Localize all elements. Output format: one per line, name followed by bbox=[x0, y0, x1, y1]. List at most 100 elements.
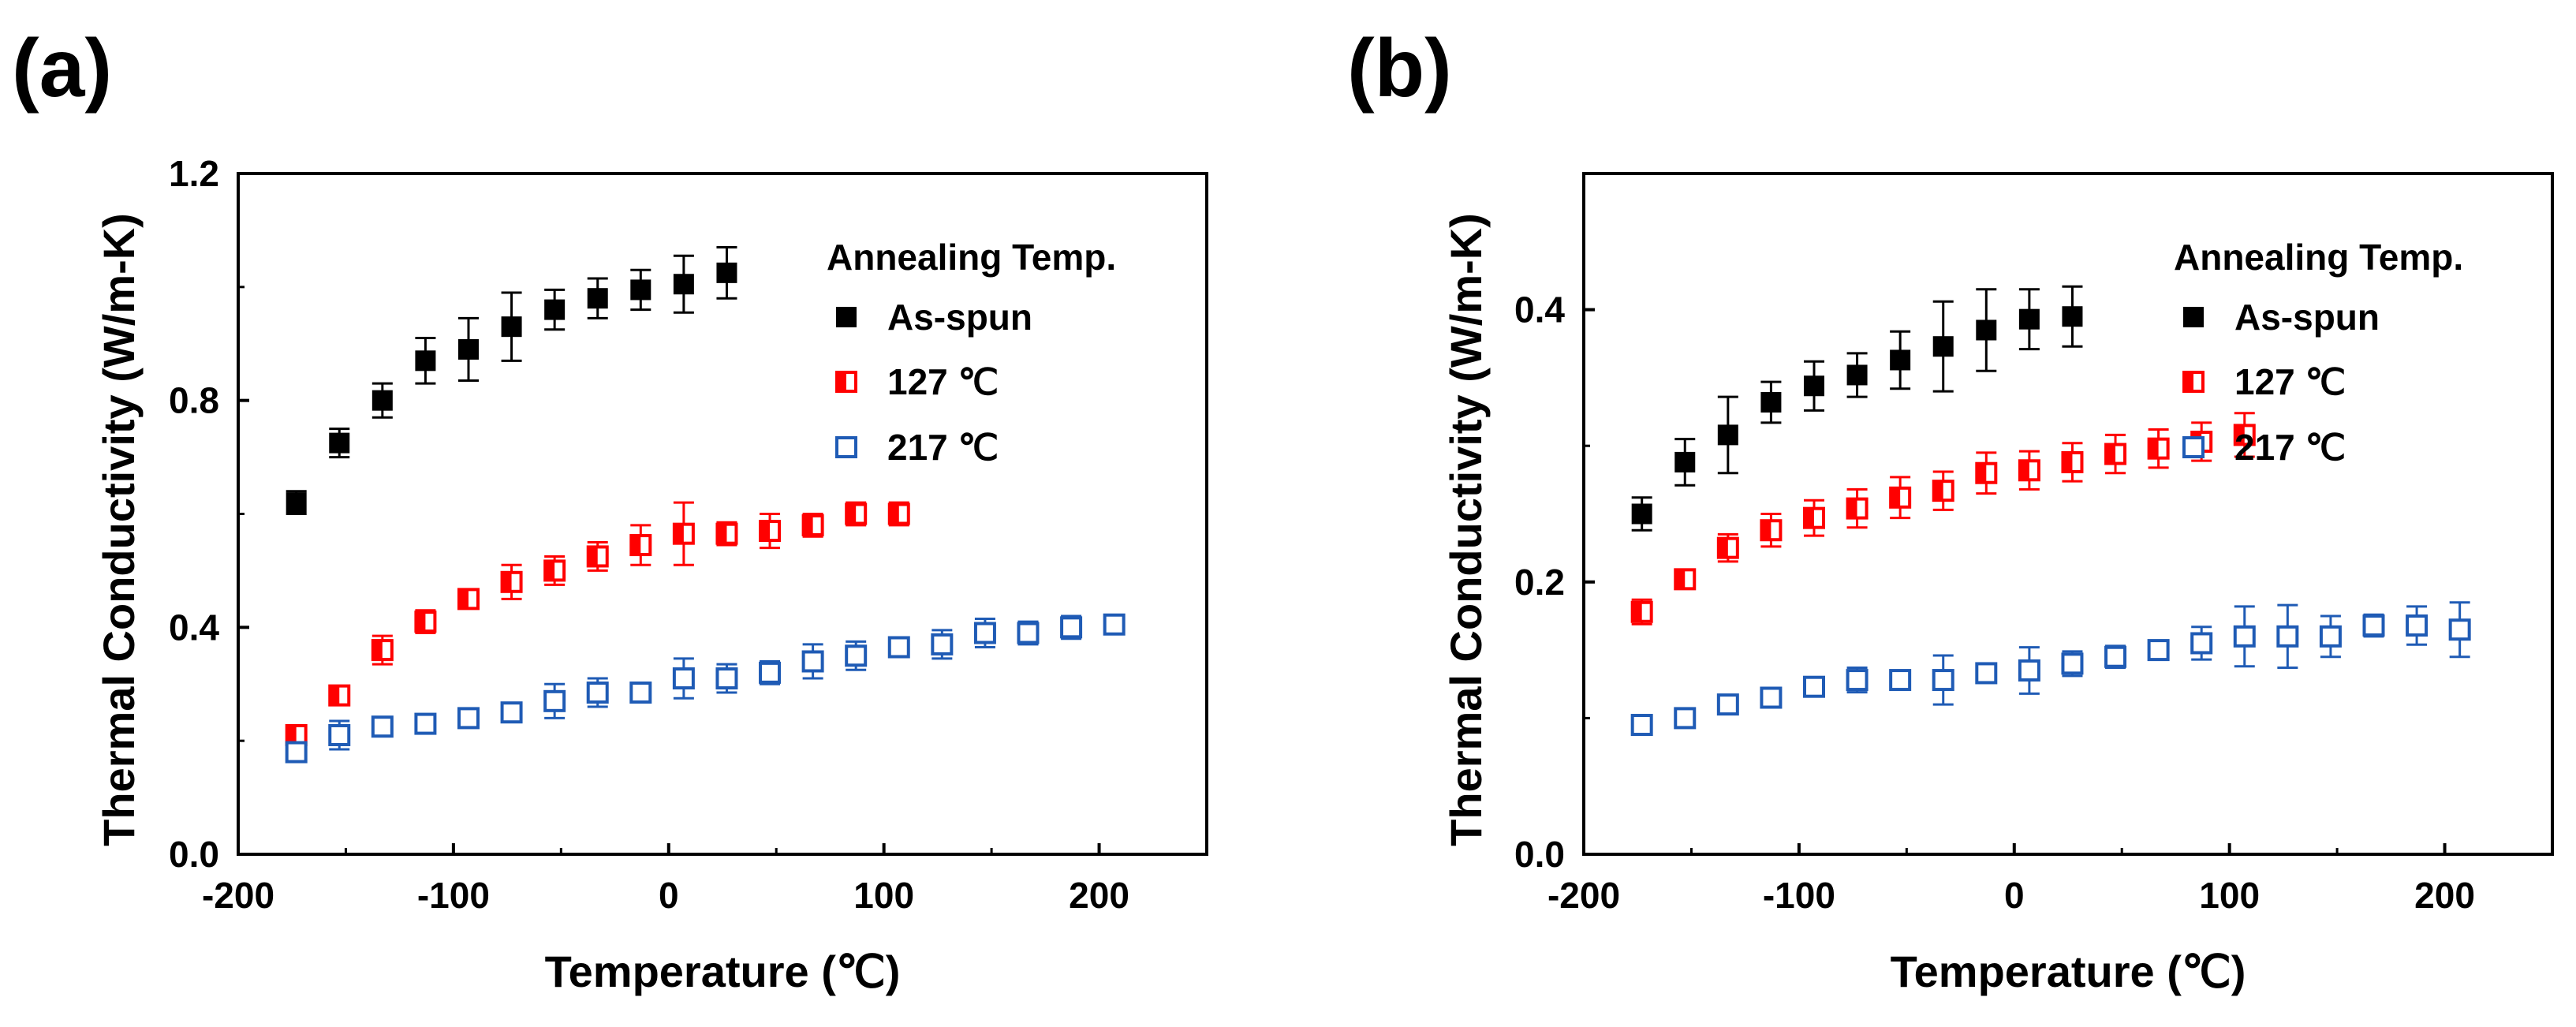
marker bbox=[2319, 625, 2342, 648]
data-point bbox=[543, 682, 566, 719]
marker-square bbox=[1631, 503, 1652, 525]
marker bbox=[457, 707, 480, 730]
data-point bbox=[759, 659, 782, 685]
data-point bbox=[1932, 470, 1954, 511]
data-point bbox=[543, 555, 566, 586]
data-point bbox=[501, 291, 522, 362]
data-point bbox=[1674, 707, 1697, 730]
y-tick-label: 1.2 bbox=[169, 153, 219, 194]
data-point bbox=[587, 277, 608, 319]
marker-square-open bbox=[1760, 686, 1783, 709]
marker bbox=[1760, 391, 1782, 413]
marker-square-half-fill bbox=[330, 685, 340, 705]
marker bbox=[500, 570, 523, 593]
marker-square-half-fill bbox=[416, 612, 426, 632]
data-point bbox=[2147, 428, 2170, 469]
marker-square-open bbox=[1889, 669, 1912, 692]
marker-square-half-fill bbox=[1761, 521, 1771, 540]
data-point bbox=[500, 701, 523, 724]
marker bbox=[673, 274, 694, 295]
data-point bbox=[1890, 330, 1911, 390]
marker bbox=[371, 715, 394, 738]
data-point bbox=[2276, 603, 2299, 670]
marker bbox=[759, 661, 782, 684]
data-point bbox=[2104, 433, 2127, 475]
marker bbox=[2233, 625, 2256, 648]
marker-square bbox=[1674, 451, 1696, 472]
marker-square-open bbox=[1975, 662, 1998, 685]
marker-square-half-fill bbox=[545, 561, 555, 581]
marker-square-open bbox=[2448, 618, 2471, 641]
data-point bbox=[1846, 352, 1868, 398]
marker bbox=[457, 338, 479, 360]
y-tick-label: 0.4 bbox=[169, 607, 219, 648]
marker bbox=[1630, 714, 1653, 737]
marker-square-open bbox=[2190, 632, 2213, 655]
marker-square-open bbox=[1802, 675, 1825, 698]
data-point bbox=[1716, 532, 1739, 563]
panel-label: (a) bbox=[12, 23, 112, 114]
y-tick-label: 0.0 bbox=[169, 834, 219, 875]
marker-square-half-fill bbox=[2149, 439, 2159, 458]
marker-square-open bbox=[371, 715, 394, 738]
marker bbox=[414, 611, 437, 633]
marker-square-half-fill bbox=[717, 524, 727, 543]
marker-square-open bbox=[1060, 616, 1083, 639]
data-point bbox=[672, 657, 695, 700]
marker bbox=[2018, 459, 2040, 482]
marker-square-half-fill bbox=[760, 521, 771, 541]
marker bbox=[2018, 308, 2040, 330]
data-point bbox=[371, 382, 393, 419]
x-axis-title: Temperature (℃) bbox=[1891, 947, 2246, 996]
marker-square bbox=[1976, 319, 1997, 341]
y-tick-label: 0.2 bbox=[1514, 562, 1565, 603]
marker-square bbox=[716, 262, 737, 283]
marker bbox=[286, 492, 307, 514]
data-point bbox=[2362, 613, 2385, 638]
data-point bbox=[1889, 476, 1912, 520]
marker bbox=[1017, 622, 1040, 644]
data-point bbox=[1760, 686, 1783, 709]
series-217- bbox=[285, 613, 1126, 764]
data-point bbox=[371, 715, 394, 738]
data-point bbox=[931, 629, 954, 660]
marker-square-open bbox=[543, 689, 566, 712]
data-point bbox=[500, 563, 523, 600]
marker bbox=[415, 350, 436, 372]
legend-label: 127 ℃ bbox=[887, 361, 999, 402]
marker-square-half-fill bbox=[803, 515, 813, 535]
data-point bbox=[2018, 450, 2040, 491]
marker-square bbox=[1760, 391, 1782, 413]
data-point bbox=[414, 712, 437, 735]
marker bbox=[1976, 319, 1997, 341]
data-point bbox=[2018, 288, 2040, 351]
legend-title: Annealing Temp. bbox=[827, 237, 1116, 278]
marker-square-half-fill bbox=[286, 725, 297, 745]
data-point bbox=[2061, 442, 2084, 483]
data-point bbox=[371, 634, 394, 666]
marker bbox=[414, 712, 437, 735]
marker-square-open bbox=[835, 436, 857, 458]
legend-marker bbox=[2182, 371, 2205, 393]
marker-square bbox=[1846, 364, 1868, 386]
data-point bbox=[1802, 499, 1825, 537]
x-tick-label: 100 bbox=[853, 875, 914, 916]
data-point bbox=[286, 490, 307, 515]
marker-square bbox=[836, 307, 857, 327]
marker-square-half-fill bbox=[372, 640, 383, 660]
marker-square-half-fill bbox=[1977, 463, 1987, 483]
marker-square-open bbox=[973, 622, 996, 644]
marker bbox=[1674, 451, 1696, 472]
chart-panel-a: (a) -200 -100 0 100 200 0.0 0.4 0.8 1.2 Temperatur… bbox=[12, 23, 1208, 996]
y-tick-label: 0.8 bbox=[169, 380, 219, 421]
data-point bbox=[716, 245, 737, 300]
marker bbox=[371, 390, 393, 411]
legend-title: Annealing Temp. bbox=[2174, 237, 2463, 278]
marker bbox=[543, 559, 566, 582]
marker-square-open bbox=[1674, 707, 1697, 730]
marker-square-half-fill bbox=[2184, 372, 2193, 391]
data-point bbox=[845, 640, 868, 671]
marker-square bbox=[501, 316, 522, 338]
marker-square bbox=[673, 274, 694, 295]
marker-square-half-fill bbox=[674, 524, 684, 543]
